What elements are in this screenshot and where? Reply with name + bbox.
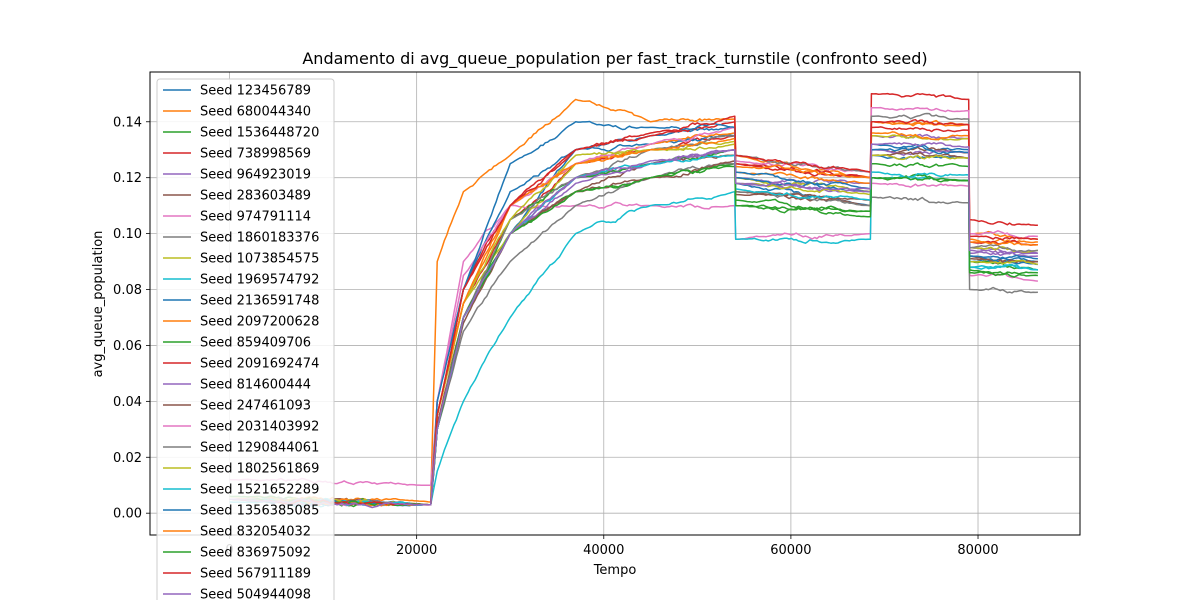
legend-label: Seed 504944098 xyxy=(200,588,311,600)
legend-label: Seed 836975092 xyxy=(200,546,311,561)
y-tick-label: 0.02 xyxy=(113,451,142,466)
series-line xyxy=(229,143,1039,506)
y-tick-label: 0.00 xyxy=(113,507,142,522)
x-tick-label: 20000 xyxy=(396,543,437,558)
legend-label: Seed 974791114 xyxy=(200,210,311,225)
series-line xyxy=(229,115,1038,506)
legend-label: Seed 1356385085 xyxy=(200,504,319,519)
y-tick-label: 0.06 xyxy=(113,339,142,354)
legend-label: Seed 964923019 xyxy=(200,168,311,183)
y-tick-label: 0.08 xyxy=(113,283,142,298)
legend-label: Seed 2097200628 xyxy=(200,315,319,330)
y-axis-label: avg_queue_population xyxy=(91,231,106,378)
series-line xyxy=(229,182,1038,487)
legend-label: Seed 1521652289 xyxy=(200,483,319,498)
legend-label: Seed 123456789 xyxy=(200,84,311,99)
legend-label: Seed 1969574792 xyxy=(200,273,319,288)
legend-label: Seed 2091692474 xyxy=(200,357,319,372)
x-tick-label: 60000 xyxy=(770,543,811,558)
legend-label: Seed 680044340 xyxy=(200,105,311,120)
legend-label: Seed 1802561869 xyxy=(200,462,319,477)
legend: Seed 123456789 Seed 680044340 Seed 1536448… xyxy=(156,78,335,600)
y-tick-label: 0.04 xyxy=(113,395,142,410)
series-line xyxy=(229,142,1038,509)
legend-box xyxy=(156,78,335,600)
legend-label: Seed 247461093 xyxy=(200,399,311,414)
legend-label: Seed 283603489 xyxy=(200,189,311,204)
y-tick-label: 0.12 xyxy=(113,171,142,186)
plot-frame xyxy=(149,71,1081,536)
legend-label: Seed 1073854575 xyxy=(200,252,319,267)
series-lines xyxy=(229,92,1039,509)
legend-label: Seed 567911189 xyxy=(200,567,311,582)
legend-label: Seed 832054032 xyxy=(200,525,311,540)
chart-title: Andamento di avg_queue_population per fa… xyxy=(302,49,927,69)
x-axis-label: Tempo xyxy=(593,563,637,578)
legend-label: Seed 2031403992 xyxy=(200,420,319,435)
y-axis-ticks: 0.00 0.02 0.04 0.06 0.08 0.10 0.12 0.14 xyxy=(113,115,150,522)
legend-label: Seed 1290844061 xyxy=(200,441,319,456)
legend-label: Seed 2136591748 xyxy=(200,294,319,309)
legend-label: Seed 1860183376 xyxy=(200,231,319,246)
legend-label: Seed 1536448720 xyxy=(200,126,319,141)
legend-label: Seed 814600444 xyxy=(200,378,311,393)
legend-label: Seed 738998569 xyxy=(200,147,311,162)
legend-label: Seed 859409706 xyxy=(200,336,311,351)
series-line xyxy=(229,131,1038,507)
x-tick-label: 40000 xyxy=(583,543,624,558)
y-tick-label: 0.14 xyxy=(113,115,142,130)
x-tick-label: 80000 xyxy=(957,543,998,558)
y-tick-label: 0.10 xyxy=(113,227,142,242)
